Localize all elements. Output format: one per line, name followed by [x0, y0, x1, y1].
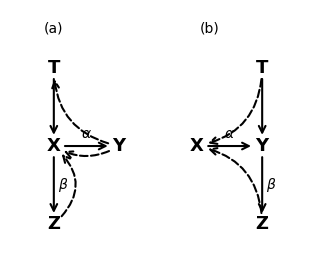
Text: $\alpha$: $\alpha$ [81, 127, 92, 141]
Text: Z: Z [47, 215, 60, 233]
FancyArrowPatch shape [259, 157, 265, 211]
FancyArrowPatch shape [259, 79, 265, 132]
FancyArrowPatch shape [208, 143, 249, 149]
FancyArrowPatch shape [51, 79, 57, 132]
FancyArrowPatch shape [62, 156, 76, 216]
FancyArrowPatch shape [210, 79, 261, 144]
Text: $\beta$: $\beta$ [58, 176, 68, 194]
FancyArrowPatch shape [52, 81, 108, 143]
Text: $\alpha$: $\alpha$ [224, 127, 235, 141]
Text: $\beta$: $\beta$ [266, 176, 276, 194]
FancyArrowPatch shape [51, 157, 57, 211]
FancyArrowPatch shape [65, 143, 106, 149]
Text: X: X [190, 137, 204, 155]
Text: T: T [48, 59, 60, 77]
Text: T: T [256, 59, 268, 77]
Text: Y: Y [112, 137, 125, 155]
Text: X: X [47, 137, 61, 155]
FancyArrowPatch shape [66, 151, 109, 157]
Text: Y: Y [256, 137, 269, 155]
Text: Z: Z [256, 215, 269, 233]
Text: (a): (a) [44, 22, 64, 36]
Text: (b): (b) [200, 22, 220, 36]
FancyArrowPatch shape [210, 148, 261, 213]
